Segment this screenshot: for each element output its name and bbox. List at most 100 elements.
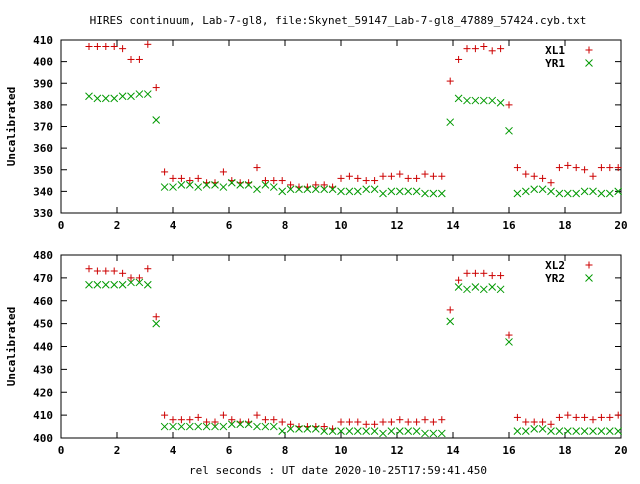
data-point <box>110 280 119 289</box>
x-tick-label: 18 <box>558 219 571 232</box>
y-tick-label: 410 <box>33 409 53 422</box>
data-point <box>328 185 337 194</box>
y-tick-label: 330 <box>33 207 53 220</box>
data-point <box>177 422 186 431</box>
data-point <box>597 427 606 435</box>
data-point <box>539 418 547 426</box>
data-point <box>446 118 455 127</box>
data-point <box>345 427 354 435</box>
legend-marker <box>585 274 593 282</box>
data-point <box>513 413 521 421</box>
y-tick-label: 340 <box>33 185 53 198</box>
x-tick-label: 4 <box>170 444 177 457</box>
data-point <box>395 427 404 435</box>
legend-marker <box>585 261 593 269</box>
data-point <box>522 418 530 426</box>
data-point <box>244 420 253 429</box>
panel-bottom: 0 2 4 6 8 10 12 14 16 18 20 400 410 420 430 440 450 460 47… <box>5 249 628 457</box>
data-point <box>169 183 177 191</box>
y-tick-label: 470 <box>33 272 53 285</box>
data-point <box>589 187 597 196</box>
data-point <box>387 427 396 435</box>
data-point <box>337 174 345 182</box>
data-point <box>287 181 295 189</box>
data-point <box>320 181 328 189</box>
data-point <box>320 185 329 194</box>
data-point <box>278 418 286 426</box>
data-point <box>371 420 379 428</box>
data-point <box>102 267 110 275</box>
data-point <box>143 90 152 98</box>
data-point <box>404 418 412 426</box>
data-point <box>488 283 497 291</box>
data-point <box>135 278 144 287</box>
data-point <box>597 413 605 421</box>
data-point <box>118 92 127 101</box>
legend-label: YR2 <box>545 272 565 285</box>
data-point <box>253 164 261 172</box>
data-point <box>278 177 286 185</box>
data-point <box>379 429 387 438</box>
data-point <box>110 42 118 50</box>
data-point <box>303 424 312 433</box>
data-point <box>513 164 521 172</box>
data-point <box>211 422 219 431</box>
data-point <box>413 418 421 426</box>
data-point <box>161 168 169 176</box>
data-point <box>278 187 287 196</box>
data-point <box>287 420 295 428</box>
data-point <box>194 422 203 431</box>
data-point <box>328 427 337 435</box>
data-point <box>572 427 581 435</box>
chart-title: HIRES continuum, Lab-7-gl8, file:Skynet_… <box>90 14 587 27</box>
x-tick-label: 0 <box>58 444 65 457</box>
data-point <box>454 283 463 291</box>
data-point <box>522 170 530 178</box>
data-point <box>429 172 437 180</box>
data-point <box>480 42 488 50</box>
data-point <box>480 269 488 277</box>
data-point <box>345 418 353 426</box>
data-point <box>555 189 564 198</box>
y-tick-label: 380 <box>33 99 53 112</box>
data-point <box>320 427 329 435</box>
data-point <box>437 429 446 438</box>
data-point <box>605 427 614 435</box>
data-point <box>186 416 194 424</box>
data-point <box>219 411 227 419</box>
data-point <box>471 45 479 53</box>
data-point <box>370 427 379 435</box>
y-tick-label: 360 <box>33 142 53 155</box>
data-point <box>530 172 538 180</box>
y-tick-label: 390 <box>33 77 53 90</box>
data-point <box>85 265 93 273</box>
data-point <box>488 47 496 55</box>
data-point <box>446 317 455 326</box>
data-point <box>295 185 303 194</box>
data-point <box>177 181 186 189</box>
data-point <box>564 161 572 169</box>
data-point <box>253 185 261 194</box>
data-point <box>144 40 152 48</box>
data-point <box>244 181 253 189</box>
data-point <box>471 283 480 291</box>
data-point <box>211 418 219 426</box>
data-point <box>127 55 135 63</box>
data-point <box>169 416 177 424</box>
data-point <box>160 422 169 431</box>
y-tick-label: 400 <box>33 56 53 69</box>
data-point <box>219 183 228 191</box>
data-point <box>513 189 522 198</box>
data-point <box>404 174 412 182</box>
x-tick-label: 8 <box>282 219 289 232</box>
data-point <box>497 45 505 53</box>
x-tick-label: 0 <box>58 219 65 232</box>
x-tick-label: 14 <box>446 219 460 232</box>
legend-marker <box>585 46 593 54</box>
data-point <box>186 177 194 185</box>
data-point <box>496 98 505 107</box>
data-point <box>589 416 597 424</box>
x-tick-label: 2 <box>114 219 121 232</box>
data-point <box>454 94 463 103</box>
data-point <box>606 164 614 172</box>
